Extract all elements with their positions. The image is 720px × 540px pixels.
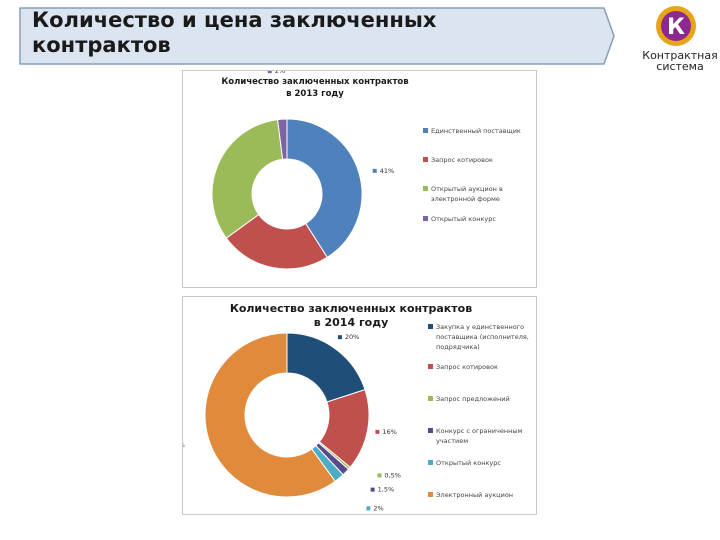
chart-2014-data-label: 60% [183, 441, 185, 449]
page-title-line-2: контрактов [32, 33, 171, 57]
chart-2014-legend-label: Закупка у единственного [436, 323, 524, 331]
chart-2014-legend-swatch [428, 460, 433, 465]
chart-2014-data-label: 20% [337, 333, 359, 341]
chart-2014-legend-swatch [428, 396, 433, 401]
chart-2013-legend-label: электронной форме [431, 195, 500, 203]
chart-2014-legend-label: подрядчика) [436, 343, 480, 351]
chart-2014-legend-item: Открытый конкурс [428, 459, 501, 467]
chart-2014-slice [286, 332, 366, 403]
chart-2013: Количество заключенных контрактов в 2013 … [211, 71, 521, 270]
chart-2014-legend-label: Запрос котировок [436, 363, 498, 371]
svg-text:2%: 2% [275, 71, 285, 75]
page-title: Количество и цена заключенных контрактов [32, 8, 592, 58]
page-title-line-1: Количество и цена заключенных [32, 8, 437, 32]
chart-2014-legend-item: Электронный аукцион [428, 491, 513, 499]
svg-text:41%: 41% [380, 167, 394, 175]
chart-2013-data-label: 41% [372, 167, 394, 175]
svg-text:0,5%: 0,5% [384, 471, 401, 479]
chart-2013-panel: Количество заключенных контрактов в 2013 … [182, 70, 537, 288]
svg-text:16%: 16% [382, 428, 396, 436]
svg-text:60%: 60% [183, 441, 185, 449]
chart-2014-legend-label: Открытый конкурс [436, 459, 501, 467]
chart-2014-legend-swatch [428, 428, 433, 433]
svg-text:1,5%: 1,5% [378, 486, 395, 494]
logo-letter: К [667, 15, 685, 40]
chart-2013-legend-swatch [423, 128, 428, 133]
chart-2013-slice [211, 119, 284, 239]
svg-text:2%: 2% [373, 504, 383, 512]
chart-2014-slice [204, 332, 336, 498]
chart-2013-legend-label: Запрос котировок [431, 156, 493, 164]
chart-2013-legend-label: Открытый конкурс [431, 215, 496, 223]
chart-2014-legend-label: поставщика (исполнителя, [436, 333, 529, 341]
chart-2013-slice [277, 118, 288, 160]
chart-2013-title-line: Количество заключенных контрактов [221, 77, 408, 87]
chart-2013-slice [286, 118, 363, 259]
chart-2014-legend-swatch [428, 364, 433, 369]
chart-2014-legend-label: участием [436, 437, 468, 445]
chart-2014-data-label: 16% [375, 428, 397, 436]
chart-2013-legend-swatch [423, 216, 428, 221]
chart-2013-legend-swatch [423, 157, 428, 162]
title-banner [19, 7, 615, 65]
chart-2013-title-line: в 2013 году [286, 89, 344, 99]
chart-2013-title: Количество заключенных контрактов в 2013 … [221, 77, 408, 99]
chart-2014-legend-item: Запрос предложений [428, 395, 510, 403]
chart-2013-legend-item: Единственный поставщик [423, 127, 521, 135]
chart-2014-data-label: 2% [366, 504, 384, 512]
logo-line-2: система [656, 60, 704, 73]
chart-2013-legend-label: Открытый аукцион в [431, 185, 503, 193]
chart-2014-data-label: 0,5% [377, 471, 401, 479]
chart-2014-legend-label: Электронный аукцион [436, 491, 513, 499]
chart-2013-legend-item: Запрос котировок [423, 156, 493, 164]
chart-2013-data-label: 2% [267, 71, 285, 75]
logo-line-1: Контрактная [642, 49, 718, 62]
chart-2013-legend-item: Открытый конкурс [423, 215, 496, 223]
chart-2014-panel: Количество заключенных контрактов в 2014 … [182, 296, 537, 515]
chart-2014-legend-item: Запрос котировок [428, 363, 498, 371]
chart-2013-legend-item: Открытый аукцион в электронной форме [423, 185, 503, 203]
chart-2014-title-line: Количество заключенных контрактов [230, 302, 472, 315]
chart-2014-legend-swatch [428, 492, 433, 497]
chart-2013-slice [225, 213, 328, 270]
chart-2014-legend-label: Конкурс с ограниченным [436, 427, 522, 435]
chart-2014-data-label: 1,5% [370, 486, 395, 494]
contract-system-logo: К Контрактная система [640, 4, 720, 74]
chart-2013-legend-swatch [423, 186, 428, 191]
logo-emblem: К [656, 6, 696, 46]
chart-2014-legend-swatch [428, 324, 433, 329]
chart-2014-legend-item: Закупка у единственного поставщика (испол… [428, 323, 529, 351]
svg-text:20%: 20% [345, 333, 359, 341]
chart-2014-legend-label: Запрос предложений [436, 395, 510, 403]
chart-2013-legend-label: Единственный поставщик [431, 127, 521, 135]
chart-2014-legend-item: Конкурс с ограниченным участием [428, 427, 522, 445]
chart-2014-title-line: в 2014 году [314, 316, 389, 329]
